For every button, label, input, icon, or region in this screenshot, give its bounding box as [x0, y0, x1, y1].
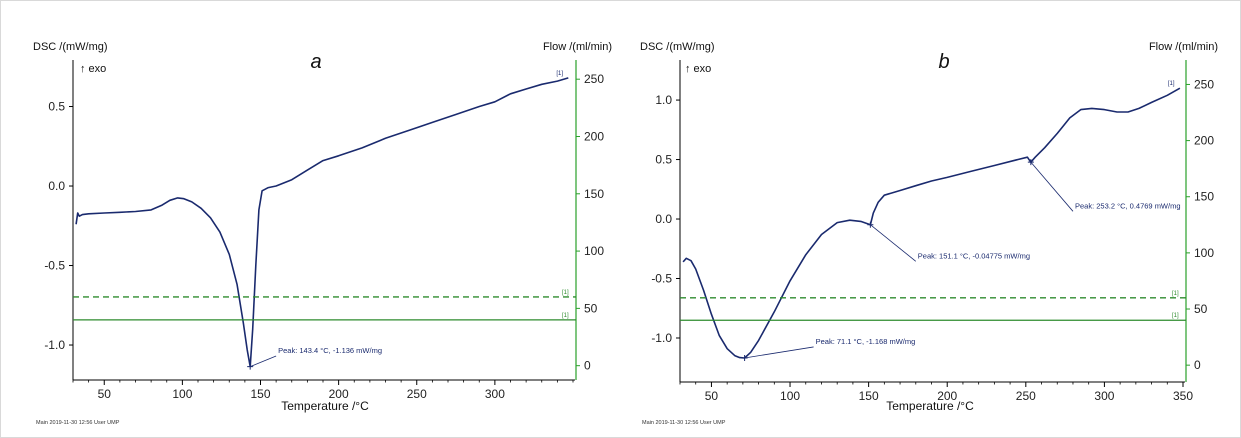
flow-tick-label: 150: [584, 187, 604, 201]
y-tick-label: -1.0: [651, 331, 672, 345]
y-tick-label: -0.5: [44, 259, 65, 273]
y-tick-label: 0.5: [48, 100, 65, 114]
flow-tick-label: 250: [584, 72, 604, 86]
flow-tick-label: 200: [1194, 134, 1214, 148]
flow-tick-label: 150: [1194, 190, 1214, 204]
peak-leader-line: [1030, 161, 1074, 212]
dsc-curve: [682, 87, 1181, 359]
flow-line-end-label: [1]: [1172, 291, 1179, 297]
peak-leader-line: [870, 224, 917, 262]
flow-tick-label: 100: [584, 244, 604, 258]
flow-line-end-label: [1]: [1172, 313, 1179, 319]
flow-axis-title: Flow /(ml/min): [1149, 41, 1218, 53]
peak-annotation: Peak: 71.1 °C, -1.168 mW/mg: [816, 337, 916, 346]
curve-end-label: [1]: [1168, 81, 1175, 87]
x-tick-label: 200: [329, 387, 349, 401]
peak-marker: [247, 363, 254, 370]
flow-axis-title: Flow /(ml/min): [543, 41, 612, 53]
peak-annotation: Peak: 143.4 °C, -1.136 mW/mg: [278, 346, 382, 355]
x-tick-label: 100: [172, 387, 192, 401]
panel-letter: a: [310, 51, 321, 73]
x-axis-title: Temperature /°C: [281, 399, 369, 413]
y-tick-label: 1.0: [655, 93, 672, 107]
footer-text: Main 2019-11-30 12:56 User UMP: [36, 420, 120, 426]
curve-end-label: [1]: [556, 71, 563, 77]
flow-line-end-label: [1]: [562, 313, 569, 319]
x-tick-label: 150: [250, 387, 270, 401]
x-tick-label: 250: [1016, 389, 1036, 403]
dsc-curve: [75, 77, 569, 368]
peak-marker: [1027, 159, 1034, 166]
x-tick-label: 300: [1094, 389, 1114, 403]
footer-text: Main 2019-11-30 12:56 User UMP: [642, 420, 726, 426]
y-tick-label: 0.5: [655, 153, 672, 167]
peak-annotation: Peak: 253.2 °C, 0.4769 mW/mg: [1075, 201, 1181, 210]
peak-annotation: Peak: 151.1 °C, -0.04775 mW/mg: [918, 251, 1030, 260]
x-tick-label: 250: [407, 387, 427, 401]
flow-tick-label: 50: [584, 301, 598, 315]
x-tick-label: 150: [859, 389, 879, 403]
x-tick-label: 50: [705, 389, 719, 403]
y-tick-label: 0.0: [655, 212, 672, 226]
panel-letter: b: [938, 51, 949, 73]
x-tick-label: 50: [98, 387, 112, 401]
y-tick-label: 0.0: [48, 179, 65, 193]
y-tick-label: -1.0: [44, 338, 65, 352]
flow-tick-label: 0: [584, 359, 591, 373]
exo-label: ↑ exo: [685, 63, 711, 75]
x-tick-label: 100: [780, 389, 800, 403]
y-axis-title: DSC /(mW/mg): [640, 41, 715, 53]
flow-tick-label: 200: [584, 129, 604, 143]
x-tick-label: 350: [1173, 389, 1193, 403]
flow-tick-label: 50: [1194, 302, 1208, 316]
peak-marker: [867, 221, 874, 228]
panel-a: 50 100 150 200 250 300 0.5 0.0 -0.5 -1.0 0 50 100 150…: [33, 41, 612, 426]
flow-tick-label: 250: [1194, 77, 1214, 91]
x-tick-label: 300: [485, 387, 505, 401]
exo-label: ↑ exo: [80, 63, 106, 75]
peak-leader-line: [744, 346, 814, 359]
peak-leader-line: [250, 355, 277, 368]
x-axis-title: Temperature /°C: [886, 399, 974, 413]
y-axis-title: DSC /(mW/mg): [33, 41, 108, 53]
flow-tick-label: 100: [1194, 246, 1214, 260]
flow-tick-label: 0: [1194, 358, 1201, 372]
panel-b: 50 100 150 200 250 300 350 1.0 0.5 0.0 -0.5 -1.0 0 50…: [640, 41, 1218, 426]
peak-marker: [741, 354, 748, 361]
y-tick-label: -0.5: [651, 272, 672, 286]
flow-line-end-label: [1]: [562, 290, 569, 296]
x-tick-label: 200: [937, 389, 957, 403]
